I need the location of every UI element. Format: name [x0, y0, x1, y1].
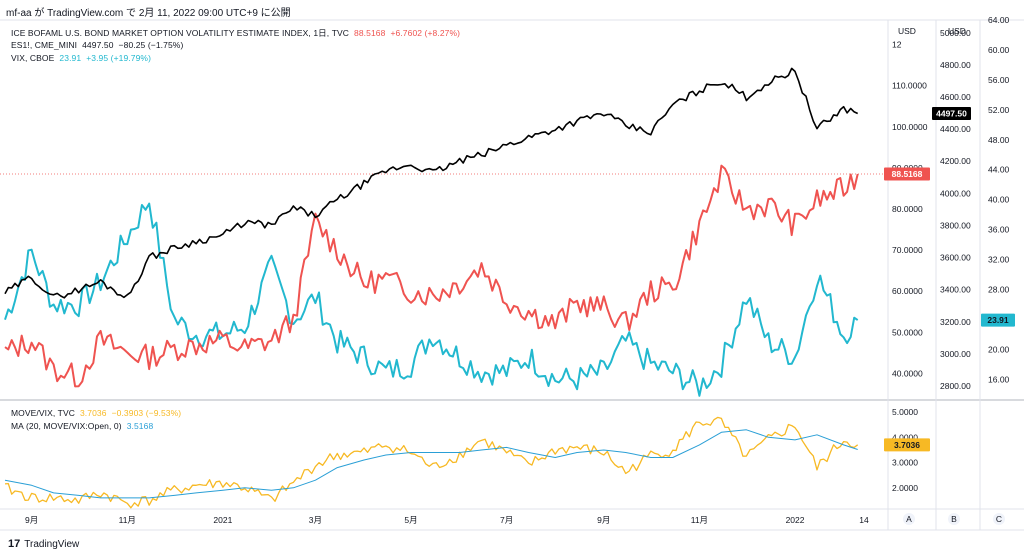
vix-axis-tick: 28.00 — [988, 284, 1010, 294]
move-vix-ratio-line[interactable] — [4, 416, 859, 509]
es-axis-tick: 3400.00 — [940, 285, 971, 295]
es-price-tag-bg — [932, 106, 971, 120]
es-axis-tick: 4000.00 — [940, 188, 971, 198]
es-axis-tick: 4400.00 — [940, 124, 971, 134]
vix-axis-tick: 44.00 — [988, 165, 1010, 175]
es-axis-tick: 2800.00 — [940, 381, 971, 391]
es-axis-tick: 4800.00 — [940, 60, 971, 70]
main-pane-legend: ICE BOFAML U.S. BOND MARKET OPTION VOLAT… — [11, 27, 460, 66]
es-axis-tick: 3800.00 — [940, 220, 971, 230]
vix-series-line[interactable] — [4, 202, 859, 397]
main-legend-change: +6.7602 (+8.27%) — [390, 28, 461, 38]
vix-axis-tick: 40.00 — [988, 195, 1010, 205]
ratio-legend-change: −0.3903 (−9.53%) — [111, 408, 182, 418]
move-price-tag-bg — [884, 167, 930, 181]
main-legend-row[interactable]: ES1!, CME_MINI 4497.50 −80.25 (−1.75%) — [11, 40, 460, 53]
vix-axis-tick: 36.00 — [988, 225, 1010, 235]
ratio-legend-row[interactable]: MA (20, MOVE/VIX:Open, 0) 3.5168 — [11, 421, 181, 434]
vix-axis-tick: 56.00 — [988, 75, 1010, 85]
es-axis-tick: 3600.00 — [940, 253, 971, 263]
move-axis-tick: 100.0000 — [892, 122, 928, 132]
vix-axis-tick: 48.00 — [988, 135, 1010, 145]
main-legend-name: ICE BOFAML U.S. BOND MARKET OPTION VOLAT… — [11, 28, 349, 38]
publish-info: mf-aa が TradingView.com で 2月 11, 2022 09… — [6, 8, 291, 19]
tradingview-footer: 17 TradingView — [8, 538, 79, 550]
es-axis-tick: 3000.00 — [940, 349, 971, 359]
scale-button-b[interactable] — [948, 513, 960, 525]
ratio-legend-value: 3.5168 — [126, 421, 154, 431]
move-axis-tick: 40.0000 — [892, 368, 923, 378]
vix-axis-tick: 32.00 — [988, 255, 1010, 265]
main-legend-value: 4497.50 — [82, 40, 114, 50]
time-axis-tick: 3月 — [309, 515, 322, 525]
ratio-pane-legend: MOVE/VIX, TVC 3.7036 −0.3903 (−9.53%) MA (2… — [11, 408, 181, 434]
ratio-legend-value: 3.7036 — [79, 408, 107, 418]
ratio-legend-name: MA (20, MOVE/VIX:Open, 0) — [11, 421, 122, 431]
time-axis-tick: 14 — [859, 515, 869, 525]
time-axis-tick: 7月 — [500, 515, 513, 525]
ratio-axis-tick: 4.0000 — [892, 432, 918, 442]
vix-axis-tick: 16.00 — [988, 374, 1010, 384]
main-legend-row[interactable]: ICE BOFAML U.S. BOND MARKET OPTION VOLAT… — [11, 27, 460, 40]
ratio-price-tag: 3.7036 — [894, 440, 920, 450]
vix-price-tag-bg — [981, 313, 1015, 327]
vix-axis-tick: 64.00 — [988, 15, 1010, 25]
move-axis-tick: 60.0000 — [892, 286, 923, 296]
move-axis-tick: 110.0000 — [892, 81, 927, 91]
main-legend-name: ES1!, CME_MINI — [11, 40, 78, 50]
vix-axis-tick: 60.00 — [988, 45, 1010, 55]
move-series-line[interactable] — [4, 164, 859, 388]
time-axis-tick: 2022 — [786, 515, 805, 525]
vix-axis-tick: 52.00 — [988, 105, 1010, 115]
time-axis-tick: 9月 — [597, 515, 610, 525]
scale-button-label: B — [951, 514, 957, 524]
scale-button-label: C — [996, 514, 1002, 524]
move-axis-tick: 70.0000 — [892, 245, 923, 255]
time-axis-tick: 5月 — [404, 515, 417, 525]
es-series-line[interactable] — [4, 67, 859, 299]
ratio-price-tag-bg — [884, 438, 930, 452]
ratio-ma-line[interactable] — [4, 429, 858, 499]
publish-bar: mf-aa が TradingView.com で 2月 11, 2022 09… — [0, 0, 1024, 20]
move-price-tag: 88.5168 — [892, 169, 923, 179]
tradingview-brand: TradingView — [24, 538, 80, 550]
es-axis-tick: 4600.00 — [940, 92, 971, 102]
main-legend-value: 23.91 — [59, 53, 82, 63]
ratio-axis-tick: 5.0000 — [892, 407, 918, 417]
ratio-axis-tick: 2.0000 — [892, 483, 918, 493]
scale-button-label: A — [906, 514, 912, 524]
main-legend-change: +3.95 (+19.79%) — [86, 53, 152, 63]
es-price-tag: 4497.50 — [936, 108, 967, 118]
es-axis-tick: 4200.00 — [940, 156, 971, 166]
move-axis-tick: 50.0000 — [892, 327, 923, 337]
main-legend-row[interactable]: VIX, CBOE 23.91 +3.95 (+19.79%) — [11, 53, 460, 66]
tradingview-logo-icon: 17 — [8, 538, 21, 550]
vix-price-tag: 23.91 — [987, 315, 1009, 325]
time-axis-tick: 9月 — [25, 515, 38, 525]
time-axis-tick: 2021 — [213, 515, 232, 525]
es-axis-header: USD — [948, 26, 966, 36]
main-legend-name: VIX, CBOE — [11, 53, 55, 63]
time-axis-tick: 11月 — [119, 515, 136, 525]
time-axis-tick: 11月 — [691, 515, 708, 525]
ratio-axis-tick: 3.0000 — [892, 458, 918, 468]
move-axis-tick: 12 — [892, 40, 902, 50]
main-legend-value: 88.5168 — [354, 28, 386, 38]
es-axis-tick: 5000.00 — [940, 28, 971, 38]
ratio-legend-row[interactable]: MOVE/VIX, TVC 3.7036 −0.3903 (−9.53%) — [11, 408, 181, 421]
main-legend-change: −80.25 (−1.75%) — [118, 40, 184, 50]
ratio-legend-name: MOVE/VIX, TVC — [11, 408, 75, 418]
vix-axis-tick: 20.00 — [988, 344, 1010, 354]
move-axis-tick: 80.0000 — [892, 204, 923, 214]
es-axis-tick: 3200.00 — [940, 317, 971, 327]
move-axis-header: USD — [898, 26, 916, 36]
scale-button-c[interactable] — [993, 513, 1005, 525]
scale-button-a[interactable] — [903, 513, 915, 525]
